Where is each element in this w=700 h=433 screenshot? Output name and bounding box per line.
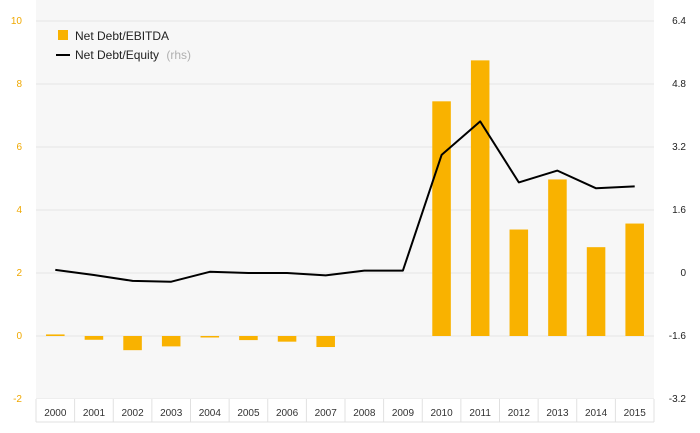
x-axis-ticks: 2000 2001 2002 2003 2004 2005 2006 2007 2008 2009…	[44, 408, 646, 419]
legend: Net Debt/EBITDA Net Debt/Equity (rhs)	[56, 29, 191, 62]
x-tick-label: 2002	[121, 408, 144, 419]
left-tick-label: 4	[16, 205, 22, 216]
line-series	[55, 120, 635, 283]
bar-2003	[161, 336, 181, 347]
bar-2005	[239, 336, 258, 341]
bar-2011	[470, 60, 490, 336]
legend-label-equity-text: Net Debt/Equity	[75, 48, 159, 62]
left-tick-label: 0	[16, 331, 22, 342]
x-tick-label: 2014	[585, 408, 608, 419]
x-tick-label: 2007	[315, 408, 338, 419]
bar-2013	[548, 179, 567, 336]
left-tick-label: 2	[16, 268, 22, 279]
line-net-debt-equity	[55, 120, 635, 283]
right-tick-label: 1.6	[672, 205, 686, 216]
x-tick-label: 2008	[353, 408, 376, 419]
right-tick-label: 4.8	[672, 79, 686, 90]
bar-2015	[625, 223, 644, 336]
legend-label-rhs: (rhs)	[166, 48, 191, 62]
x-tick-label: 2003	[160, 408, 183, 419]
x-tick-label: 2005	[237, 408, 260, 419]
left-tick-label: 8	[16, 79, 22, 90]
left-axis-ticks: -2 0 2 4 6 8 10	[11, 16, 23, 405]
x-axis-cells	[35, 399, 655, 423]
legend-swatch-bar	[58, 30, 68, 40]
bar-2014	[586, 247, 606, 336]
x-tick-label: 2000	[44, 408, 67, 419]
bar-2010	[432, 101, 451, 336]
bar-2007	[316, 336, 335, 348]
right-tick-label: -1.6	[669, 331, 687, 342]
left-tick-label: 10	[11, 16, 23, 27]
bar-2004	[200, 336, 220, 338]
right-tick-label: 3.2	[672, 142, 686, 153]
x-tick-label: 2015	[624, 408, 647, 419]
right-tick-label: 0	[680, 268, 686, 279]
x-tick-label: 2004	[199, 408, 222, 419]
x-tick-label: 2009	[392, 408, 415, 419]
right-axis-ticks: -3.2 -1.6 0 1.6 3.2 4.8 6.4	[669, 16, 687, 405]
left-tick-label: 6	[16, 142, 22, 153]
bar-2012	[509, 229, 529, 336]
bar-2002	[123, 336, 142, 351]
bar-2001	[84, 336, 104, 340]
x-tick-label: 2006	[276, 408, 299, 419]
x-tick-label: 2012	[508, 408, 531, 419]
x-tick-label: 2010	[430, 408, 453, 419]
right-tick-label: 6.4	[672, 16, 686, 27]
x-tick-label: 2001	[83, 408, 106, 419]
bar-2000	[46, 334, 65, 336]
bar-2006	[277, 336, 297, 342]
x-tick-label: 2013	[546, 408, 569, 419]
right-tick-label: -3.2	[669, 394, 687, 405]
legend-label-equity: Net Debt/Equity (rhs)	[75, 48, 191, 62]
x-tick-label: 2011	[469, 408, 491, 419]
left-tick-label: -2	[13, 394, 22, 405]
legend-label-ebitda: Net Debt/EBITDA	[75, 29, 169, 43]
